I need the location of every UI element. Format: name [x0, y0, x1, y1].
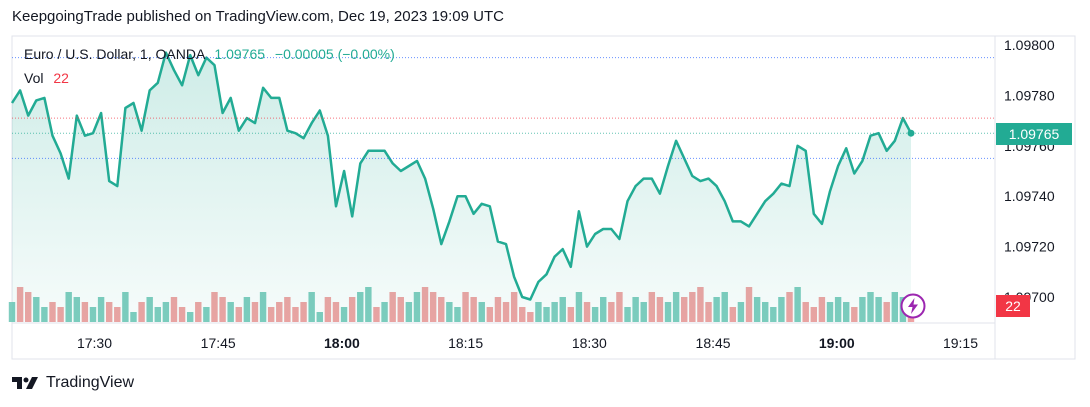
- price-area-fill: [12, 52, 911, 322]
- x-tick-label: 18:15: [448, 335, 483, 351]
- x-tick-label: 18:00: [324, 335, 360, 351]
- publish-info: KeepgoingTrade published on TradingView.…: [12, 8, 504, 25]
- x-tick-label: 19:00: [819, 335, 855, 351]
- x-tick-label: 18:30: [572, 335, 607, 351]
- x-tick-label: 17:30: [77, 335, 112, 351]
- volume-value: 22: [53, 70, 69, 86]
- last-value: 1.09765: [214, 46, 266, 62]
- tradingview-logo-icon[interactable]: [12, 375, 40, 391]
- x-tick-label: 17:45: [201, 335, 236, 351]
- x-tick-label: 18:45: [696, 335, 731, 351]
- lightning-icon[interactable]: [900, 293, 926, 319]
- footer: TradingView: [12, 374, 134, 392]
- symbol-title[interactable]: Euro / U.S. Dollar, 1, OANDA: [24, 46, 205, 62]
- y-tick-label: 1.09780: [1004, 87, 1055, 103]
- change-value: −0.00005 (−0.00%): [274, 46, 395, 62]
- volume-tag: 22: [996, 295, 1030, 317]
- y-tick-label: 1.09740: [1004, 188, 1055, 204]
- last-price-tag: 1.09765: [996, 123, 1072, 145]
- last-price-dot: [907, 129, 915, 137]
- volume-legend: Vol 22: [24, 70, 69, 86]
- price-series-line: [10, 51, 913, 301]
- series-legend: Euro / U.S. Dollar, 1, OANDA 1.09765 −0.…: [24, 46, 395, 62]
- x-tick-label: 19:15: [943, 335, 978, 351]
- y-tick-label: 1.09800: [1004, 37, 1055, 53]
- tradingview-brand[interactable]: TradingView: [46, 374, 135, 391]
- volume-label[interactable]: Vol: [24, 70, 44, 86]
- y-tick-label: 1.09720: [1004, 239, 1055, 255]
